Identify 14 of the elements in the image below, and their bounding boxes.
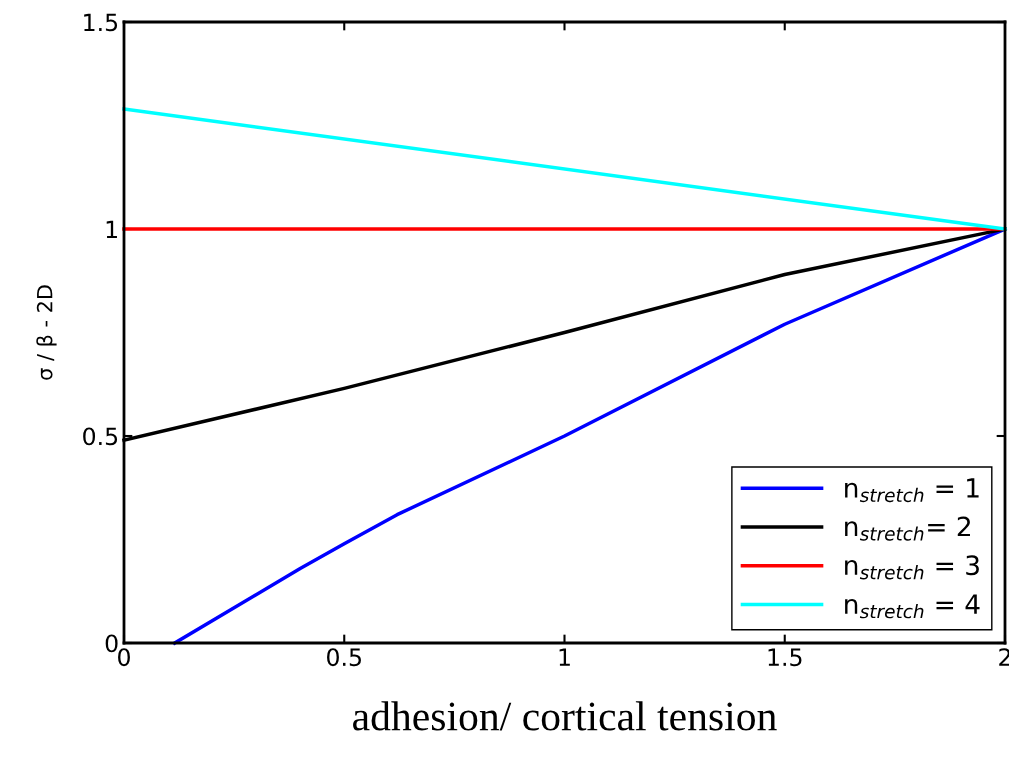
y-axis-title: σ / β - 2D <box>36 285 57 380</box>
y-tick-label: 0.5 <box>83 427 118 446</box>
legend-label: n$_{stretch}$= 2 <box>845 516 970 541</box>
x-tick-label: 1.5 <box>768 648 802 667</box>
legend-label: n$_{stretch}$ = 4 <box>845 594 980 619</box>
x-tick-label: 0 <box>118 648 130 667</box>
x-axis-title: adhesion/ cortical tension <box>353 701 777 731</box>
legend-label: n$_{stretch}$ = 3 <box>845 555 979 580</box>
y-tick-label: 1.5 <box>84 13 118 32</box>
x-tick-label: 0.5 <box>327 648 361 667</box>
legend-label: n$_{stretch}$ = 1 <box>845 478 979 503</box>
y-tick-label: 1 <box>106 220 117 238</box>
y-tick-label: 0 <box>105 634 118 653</box>
x-tick-label: 1 <box>559 648 570 666</box>
